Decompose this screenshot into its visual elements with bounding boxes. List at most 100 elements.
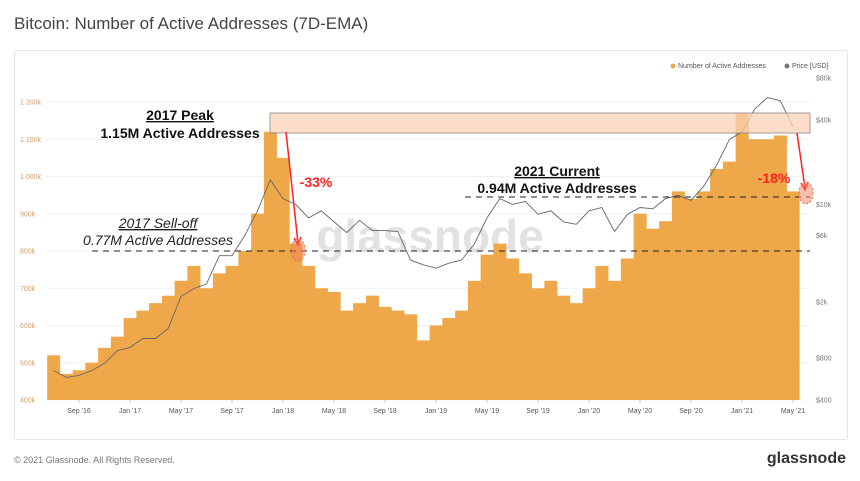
bar-active-addresses (569, 303, 583, 400)
x-tick-label: Jan '19 (425, 408, 447, 415)
y-left-tick-label: 600k (20, 323, 36, 330)
x-tick-label: Jan '18 (272, 408, 294, 415)
bar-active-addresses (582, 288, 596, 400)
selloff-circle (290, 238, 306, 262)
bar-active-addresses (212, 273, 226, 400)
y-right-tick-label: $400 (816, 398, 832, 405)
bar-active-addresses (225, 265, 239, 400)
x-tick-label: Sep '16 (67, 408, 91, 415)
y-right-tick-label: $40k (816, 118, 832, 125)
y-right-tick-label: $2k (816, 300, 828, 307)
y-right-tick-label: $6k (816, 233, 828, 240)
bar-active-addresses (761, 139, 775, 400)
x-tick-label: Sep '18 (373, 408, 397, 415)
bar-active-addresses (467, 280, 481, 400)
bar-active-addresses (735, 113, 749, 401)
y-right-tick-label: $80k (816, 76, 832, 83)
bar-active-addresses (671, 191, 685, 400)
bar-active-addresses (608, 280, 622, 400)
bar-active-addresses (557, 295, 571, 400)
bar-active-addresses (110, 336, 124, 400)
bar-active-addresses (149, 303, 163, 400)
bar-active-addresses (263, 131, 277, 401)
watermark: glassnode (316, 210, 544, 262)
drop-label-2021: -18% (758, 170, 791, 186)
y-left-tick-label: 400k (20, 398, 36, 405)
y-left-tick-label: 1 100k (20, 137, 42, 144)
brand-logo: glassnode (766, 450, 846, 467)
bar-active-addresses (697, 191, 711, 400)
x-tick-label: Jan '17 (119, 408, 141, 415)
x-tick-label: Sep '20 (679, 408, 703, 415)
bar-active-addresses (391, 310, 405, 400)
selloff-value: 0.77M Active Addresses (83, 232, 233, 248)
bar-active-addresses (314, 288, 328, 400)
bar-active-addresses (722, 161, 736, 400)
peak-value: 1.15M Active Addresses (100, 125, 259, 141)
peak-title: 2017 Peak (146, 107, 214, 123)
x-tick-label: Sep '17 (220, 408, 244, 415)
bar-active-addresses (174, 280, 188, 400)
bar-active-addresses (365, 295, 379, 400)
x-tick-label: Sep '19 (526, 408, 550, 415)
bar-active-addresses (710, 169, 724, 400)
x-tick-label: May '19 (475, 408, 499, 415)
bar-active-addresses (276, 157, 290, 400)
bar-active-addresses (773, 135, 787, 400)
y-left-tick-label: 800k (20, 249, 36, 256)
y-left-tick-label: 500k (20, 360, 36, 367)
y-right-tick-label: $10k (816, 202, 832, 209)
bar-active-addresses (595, 265, 609, 400)
bar-active-addresses (429, 325, 443, 400)
bar-active-addresses (748, 139, 762, 400)
bar-active-addresses (786, 191, 800, 400)
peak-highlight-band (269, 112, 811, 134)
bar-active-addresses (480, 254, 494, 400)
legend-addresses[interactable]: Number of Active Addresses (678, 63, 766, 70)
bar-active-addresses (136, 310, 150, 400)
bar-active-addresses (353, 303, 367, 400)
chart-title: Bitcoin: Number of Active Addresses (7D-… (14, 14, 369, 33)
bar-active-addresses (404, 314, 418, 400)
bar-active-addresses (646, 228, 660, 400)
bar-active-addresses (327, 291, 341, 400)
drop-arrow-2018 (285, 131, 299, 244)
bar-active-addresses (98, 347, 112, 400)
bar-active-addresses (161, 295, 175, 400)
drop-arrow-2021 (796, 132, 806, 189)
bar-active-addresses (442, 318, 456, 400)
x-tick-label: Jan '20 (578, 408, 600, 415)
current-value: 0.94M Active Addresses (477, 180, 636, 196)
bar-active-addresses (302, 265, 316, 400)
selloff-title: 2017 Sell-off (118, 215, 200, 231)
bar-active-addresses (659, 221, 673, 400)
x-tick-label: May '17 (169, 408, 193, 415)
bar-active-addresses (59, 373, 73, 400)
x-tick-label: May '21 (781, 408, 805, 415)
x-tick-label: May '18 (322, 408, 346, 415)
copyright: © 2021 Glassnode. All Rights Reserved. (14, 455, 175, 465)
bar-active-addresses (238, 251, 252, 400)
y-left-tick-label: 700k (20, 286, 36, 293)
bar-active-addresses (544, 280, 558, 400)
bar-active-addresses (251, 213, 265, 400)
legend-price[interactable]: Price [USD] (792, 63, 829, 70)
x-tick-label: Jan '21 (731, 408, 753, 415)
bar-active-addresses (289, 243, 303, 400)
bar-active-addresses (620, 258, 634, 400)
y-left-tick-label: 900k (20, 211, 36, 218)
x-tick-label: May '20 (628, 408, 652, 415)
bar-active-addresses (123, 318, 137, 400)
bar-active-addresses (416, 340, 430, 400)
y-left-tick-label: 1 000k (20, 174, 42, 181)
legend-price-marker (784, 63, 790, 69)
y-left-tick-label: 1 200k (20, 100, 42, 107)
current-circle (798, 181, 814, 205)
bar-active-addresses (493, 243, 507, 400)
bar-active-addresses (200, 288, 214, 400)
bar-active-addresses (684, 198, 698, 400)
bar-active-addresses (455, 310, 469, 400)
chart-panel (14, 50, 848, 440)
